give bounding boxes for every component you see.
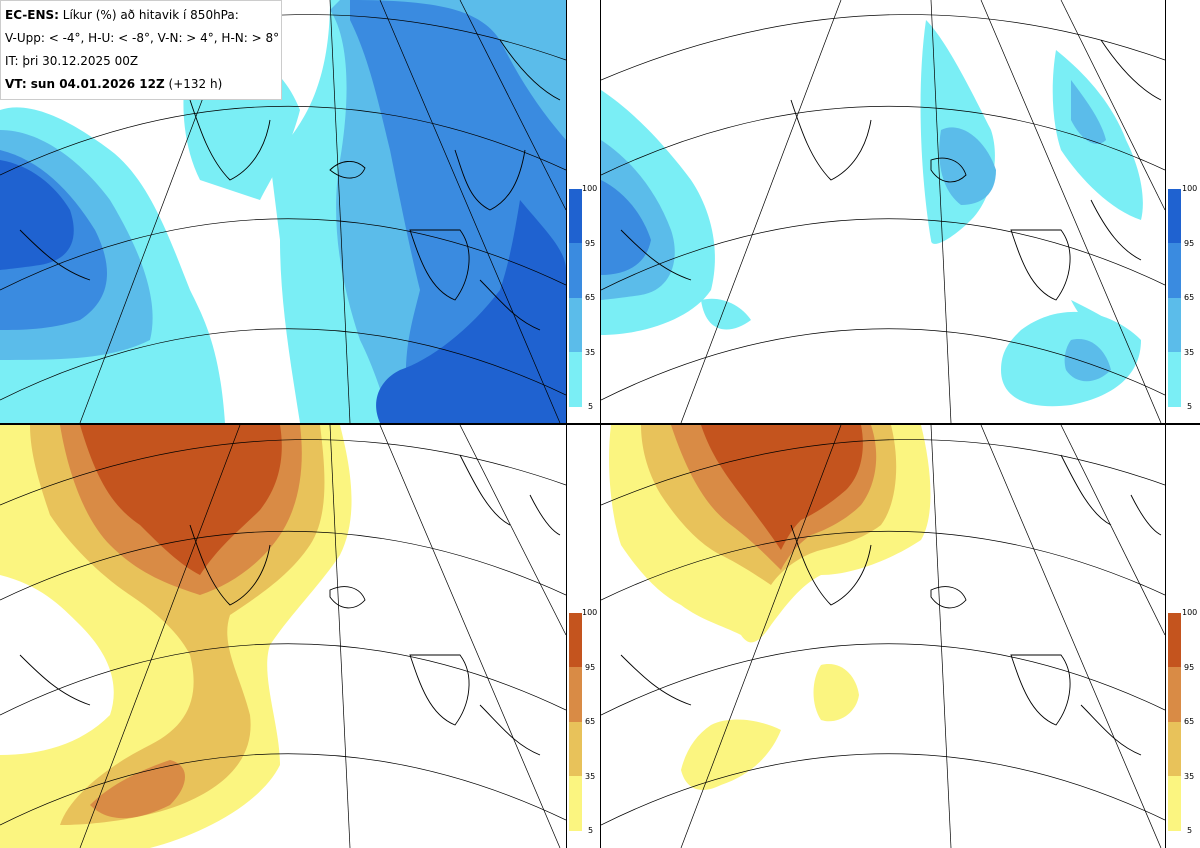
cb-label-95: 95 — [1184, 663, 1195, 672]
colorbar-warm-v-n — [569, 613, 582, 831]
cb-label-35: 35 — [1184, 772, 1195, 781]
cb-label-95: 95 — [585, 239, 596, 248]
lead-time: (+132 h) — [168, 77, 223, 91]
cb-label-5: 5 — [1187, 402, 1193, 411]
panel-divider-horizontal — [0, 423, 1200, 425]
cb-label-65: 65 — [1184, 717, 1195, 726]
cb-label-35: 35 — [585, 348, 596, 357]
panel-h-n — [601, 425, 1165, 848]
valid-time: VT: sun 04.01.2026 12Z — [5, 77, 165, 91]
info-box: EC-ENS: Líkur (%) að hitavik í 850hPa: V… — [0, 0, 282, 100]
model-name: EC-ENS: — [5, 8, 59, 22]
chart-title: Líkur (%) að hitavik í 850hPa: — [62, 8, 239, 22]
cb-label-65: 65 — [1184, 293, 1195, 302]
cb-label-100: 100 — [582, 184, 598, 193]
panel-v-upp — [0, 0, 566, 423]
cb-label-100: 100 — [582, 608, 598, 617]
colorbar-cold-h-u — [1168, 189, 1181, 407]
cb-label-5: 5 — [588, 402, 594, 411]
initial-time: IT: þri 30.12.2025 00Z — [5, 54, 139, 68]
cb-label-5: 5 — [588, 826, 594, 835]
cb-label-95: 95 — [1184, 239, 1195, 248]
cb-label-100: 100 — [1182, 184, 1198, 193]
colorbar-warm-h-n — [1168, 613, 1181, 831]
panel-border-right — [1165, 0, 1166, 848]
valid-time-line: VT: sun 04.01.2026 12Z (+132 h) — [5, 73, 277, 96]
thresholds-line: V-Upp: < -4°, H-U: < -8°, V-N: > 4°, H-N… — [5, 31, 280, 45]
cb-label-65: 65 — [585, 717, 596, 726]
panel-h-u — [601, 0, 1165, 423]
panel-v-n — [0, 425, 566, 848]
colorbar-cold-v-upp — [569, 189, 582, 407]
cb-label-5: 5 — [1187, 826, 1193, 835]
cb-label-100: 100 — [1182, 608, 1198, 617]
title-line: EC-ENS: Líkur (%) að hitavik í 850hPa: — [5, 4, 277, 27]
cb-label-65: 65 — [585, 293, 596, 302]
cb-label-35: 35 — [585, 772, 596, 781]
cb-label-35: 35 — [1184, 348, 1195, 357]
cb-label-95: 95 — [585, 663, 596, 672]
